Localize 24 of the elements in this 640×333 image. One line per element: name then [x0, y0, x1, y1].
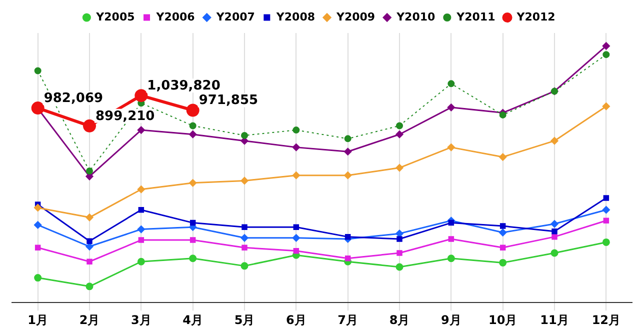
- legend-label: Y2007: [215, 10, 255, 24]
- legend-label: Y2011: [456, 10, 496, 24]
- data-label: 1,039,820: [147, 78, 220, 94]
- legend-label: Y2008: [275, 10, 316, 24]
- data-label: 971,855: [198, 93, 258, 108]
- x-tick-label: 1月: [28, 312, 48, 327]
- legend-label: Y2009: [336, 10, 376, 24]
- legend-label: Y2010: [396, 10, 436, 24]
- data-label: 899,210: [96, 108, 155, 124]
- x-tick-label: 7月: [338, 312, 358, 327]
- x-tick-label: 3月: [130, 312, 152, 327]
- x-tick-label: 9月: [440, 312, 462, 327]
- x-tick-label: 6月: [286, 312, 306, 327]
- legend-label: Y2006: [155, 10, 196, 24]
- legend-label: Y2012: [516, 10, 556, 24]
- x-tick-label: 10月: [488, 312, 518, 327]
- x-tick-label: 4月: [182, 312, 204, 327]
- x-tick-label: 12月: [592, 312, 621, 327]
- x-tick-label: 8月: [389, 312, 410, 327]
- data-label: 982,069: [44, 90, 104, 106]
- x-tick-label: 11月: [540, 312, 569, 327]
- x-tick-label: 2月: [79, 312, 100, 327]
- x-tick-label: 5月: [234, 312, 255, 327]
- legend-label: Y2005: [95, 10, 135, 24]
